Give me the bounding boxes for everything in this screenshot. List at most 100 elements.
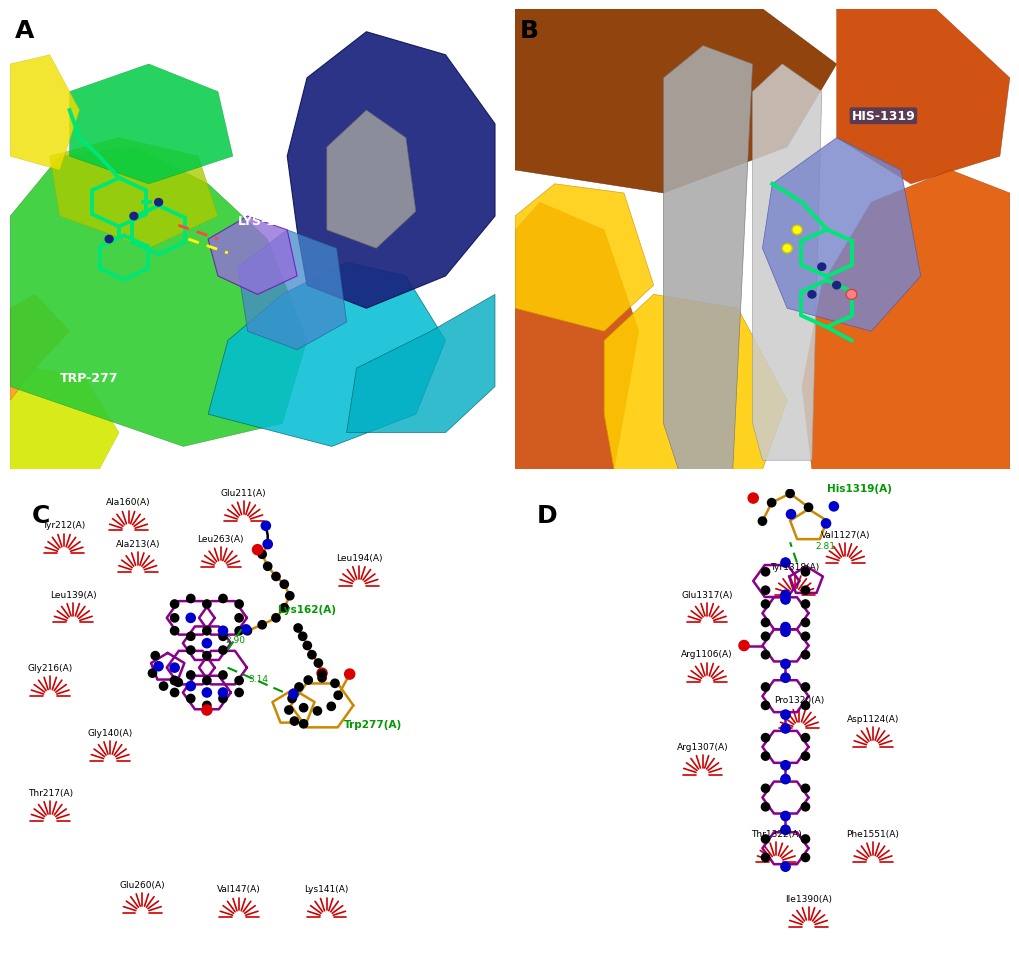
Polygon shape — [515, 10, 836, 194]
Circle shape — [287, 695, 296, 703]
Circle shape — [290, 717, 299, 726]
Circle shape — [781, 862, 790, 871]
Circle shape — [203, 627, 211, 636]
Circle shape — [243, 627, 252, 636]
Text: HIS-1319: HIS-1319 — [851, 110, 914, 123]
Circle shape — [263, 541, 272, 548]
Polygon shape — [801, 171, 1009, 470]
Circle shape — [828, 502, 838, 512]
Text: 3.14: 3.14 — [249, 674, 268, 684]
Circle shape — [234, 614, 243, 622]
Circle shape — [781, 660, 789, 669]
Circle shape — [304, 676, 312, 684]
Circle shape — [817, 264, 825, 271]
Circle shape — [242, 625, 251, 635]
Circle shape — [760, 784, 769, 793]
Circle shape — [186, 672, 195, 679]
Circle shape — [218, 627, 227, 636]
Text: Ala160(A): Ala160(A) — [106, 498, 151, 507]
Circle shape — [219, 646, 227, 655]
Polygon shape — [10, 56, 79, 171]
Text: Val1127(A): Val1127(A) — [820, 530, 869, 539]
Text: Glu211(A): Glu211(A) — [221, 488, 266, 498]
Circle shape — [760, 633, 769, 641]
Circle shape — [300, 703, 308, 712]
Circle shape — [801, 618, 809, 627]
Text: Thr1322(A): Thr1322(A) — [750, 829, 801, 838]
Circle shape — [159, 682, 167, 691]
Circle shape — [781, 595, 790, 605]
Text: Arg1307(A): Arg1307(A) — [676, 742, 728, 751]
Circle shape — [148, 670, 157, 677]
Polygon shape — [515, 203, 638, 470]
Circle shape — [738, 641, 748, 651]
Circle shape — [801, 854, 809, 861]
Circle shape — [155, 200, 162, 206]
Circle shape — [807, 292, 815, 298]
Circle shape — [801, 734, 809, 742]
Polygon shape — [287, 33, 494, 309]
Circle shape — [202, 705, 212, 715]
Circle shape — [170, 600, 178, 609]
Text: Lys141(A): Lys141(A) — [305, 885, 348, 893]
Circle shape — [760, 734, 769, 742]
Circle shape — [801, 651, 809, 659]
Circle shape — [781, 725, 789, 733]
Circle shape — [781, 628, 789, 637]
Text: Tyr1318(A): Tyr1318(A) — [769, 562, 818, 572]
Circle shape — [781, 623, 789, 632]
Circle shape — [781, 591, 789, 600]
Circle shape — [263, 540, 272, 549]
Text: Lys162(A): Lys162(A) — [278, 604, 336, 614]
Polygon shape — [208, 263, 445, 447]
Circle shape — [781, 826, 790, 834]
Circle shape — [781, 812, 789, 821]
Text: Thr217(A): Thr217(A) — [28, 788, 72, 797]
Circle shape — [760, 586, 769, 595]
Circle shape — [760, 568, 769, 577]
Circle shape — [344, 670, 355, 679]
Circle shape — [760, 651, 769, 659]
Circle shape — [317, 669, 327, 678]
Text: Asp1124(A): Asp1124(A) — [846, 714, 899, 723]
Circle shape — [170, 689, 178, 697]
Circle shape — [781, 710, 790, 719]
Circle shape — [258, 621, 266, 629]
Text: Ile1390(A): Ile1390(A) — [785, 893, 832, 903]
Circle shape — [801, 802, 809, 811]
Circle shape — [234, 689, 243, 697]
Circle shape — [781, 559, 789, 567]
Polygon shape — [515, 185, 653, 332]
Circle shape — [781, 761, 790, 770]
Circle shape — [330, 679, 338, 688]
Text: Leu263(A): Leu263(A) — [198, 535, 244, 544]
Polygon shape — [50, 139, 218, 249]
Circle shape — [760, 752, 769, 761]
Circle shape — [129, 213, 138, 221]
Circle shape — [186, 695, 195, 703]
Text: Trp277(A): Trp277(A) — [343, 719, 403, 729]
Circle shape — [186, 633, 195, 641]
Circle shape — [151, 652, 159, 660]
Text: Val147(A): Val147(A) — [217, 885, 261, 893]
Circle shape — [781, 591, 790, 600]
Circle shape — [203, 702, 211, 710]
Circle shape — [766, 499, 775, 508]
Circle shape — [154, 662, 163, 672]
Circle shape — [801, 633, 809, 641]
Circle shape — [781, 775, 790, 784]
Circle shape — [792, 226, 801, 235]
Text: Tyr212(A): Tyr212(A) — [43, 521, 86, 530]
Polygon shape — [761, 139, 920, 332]
Text: Glu1317(A): Glu1317(A) — [681, 590, 733, 599]
Circle shape — [781, 812, 790, 821]
Circle shape — [760, 683, 769, 692]
Circle shape — [234, 627, 243, 636]
Circle shape — [263, 563, 272, 571]
Circle shape — [185, 682, 196, 691]
Polygon shape — [752, 65, 821, 461]
Polygon shape — [208, 217, 297, 296]
Circle shape — [186, 595, 195, 603]
Circle shape — [288, 690, 298, 699]
Circle shape — [280, 580, 288, 589]
